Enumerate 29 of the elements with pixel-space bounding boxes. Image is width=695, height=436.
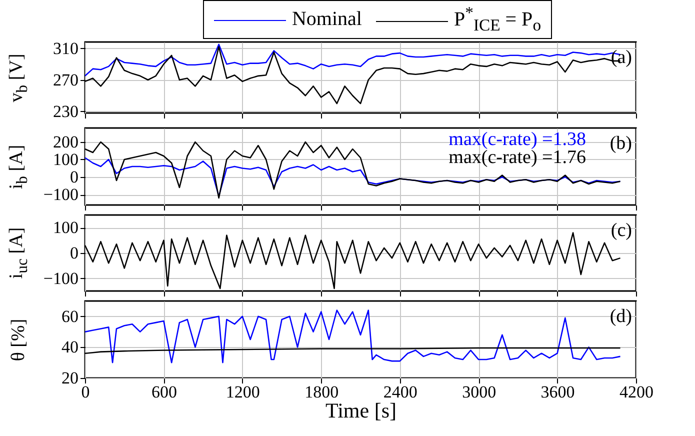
- x-tick-label: 1800: [304, 382, 339, 402]
- y-tick-label: 100: [53, 150, 78, 169]
- x-axis-title: Time [s]: [326, 398, 396, 422]
- x-tick-label: 3000: [462, 382, 496, 402]
- x-tick-label: 600: [151, 382, 177, 402]
- y-tick-label: 230: [53, 102, 78, 121]
- x-tick-label: 1200: [226, 382, 260, 402]
- y-tick-label: 200: [53, 132, 78, 152]
- annotation: (b): [610, 133, 632, 154]
- y-tick-label: 0: [70, 244, 78, 262]
- annotation: (a): [610, 47, 632, 68]
- y-axis-title: θ [%]: [8, 318, 30, 361]
- y-tick-label: −100: [43, 185, 78, 204]
- y-tick-label: 0: [70, 168, 78, 186]
- y-tick-label: 20: [62, 368, 78, 388]
- y-tick-label: −100: [43, 268, 78, 288]
- x-tick-label: 3600: [540, 382, 575, 402]
- y-tick-label: 270: [53, 70, 78, 90]
- x-tick-label: 4200: [620, 382, 654, 402]
- y-tick-label: 100: [53, 218, 78, 238]
- y-tick-label: 310: [53, 38, 78, 58]
- y-tick-label: 60: [62, 306, 78, 326]
- x-tick-label: 2400: [383, 382, 418, 402]
- annotation: (d): [610, 306, 632, 327]
- annotation: (c): [610, 220, 632, 241]
- y-tick-label: 40: [62, 338, 78, 357]
- annotation: max(c-rate) =1.38: [448, 129, 586, 150]
- legend-label: Nominal: [290, 8, 362, 31]
- legend-label: P$^{*}$$_{ICE}$ = P$_{o}$: [452, 3, 542, 36]
